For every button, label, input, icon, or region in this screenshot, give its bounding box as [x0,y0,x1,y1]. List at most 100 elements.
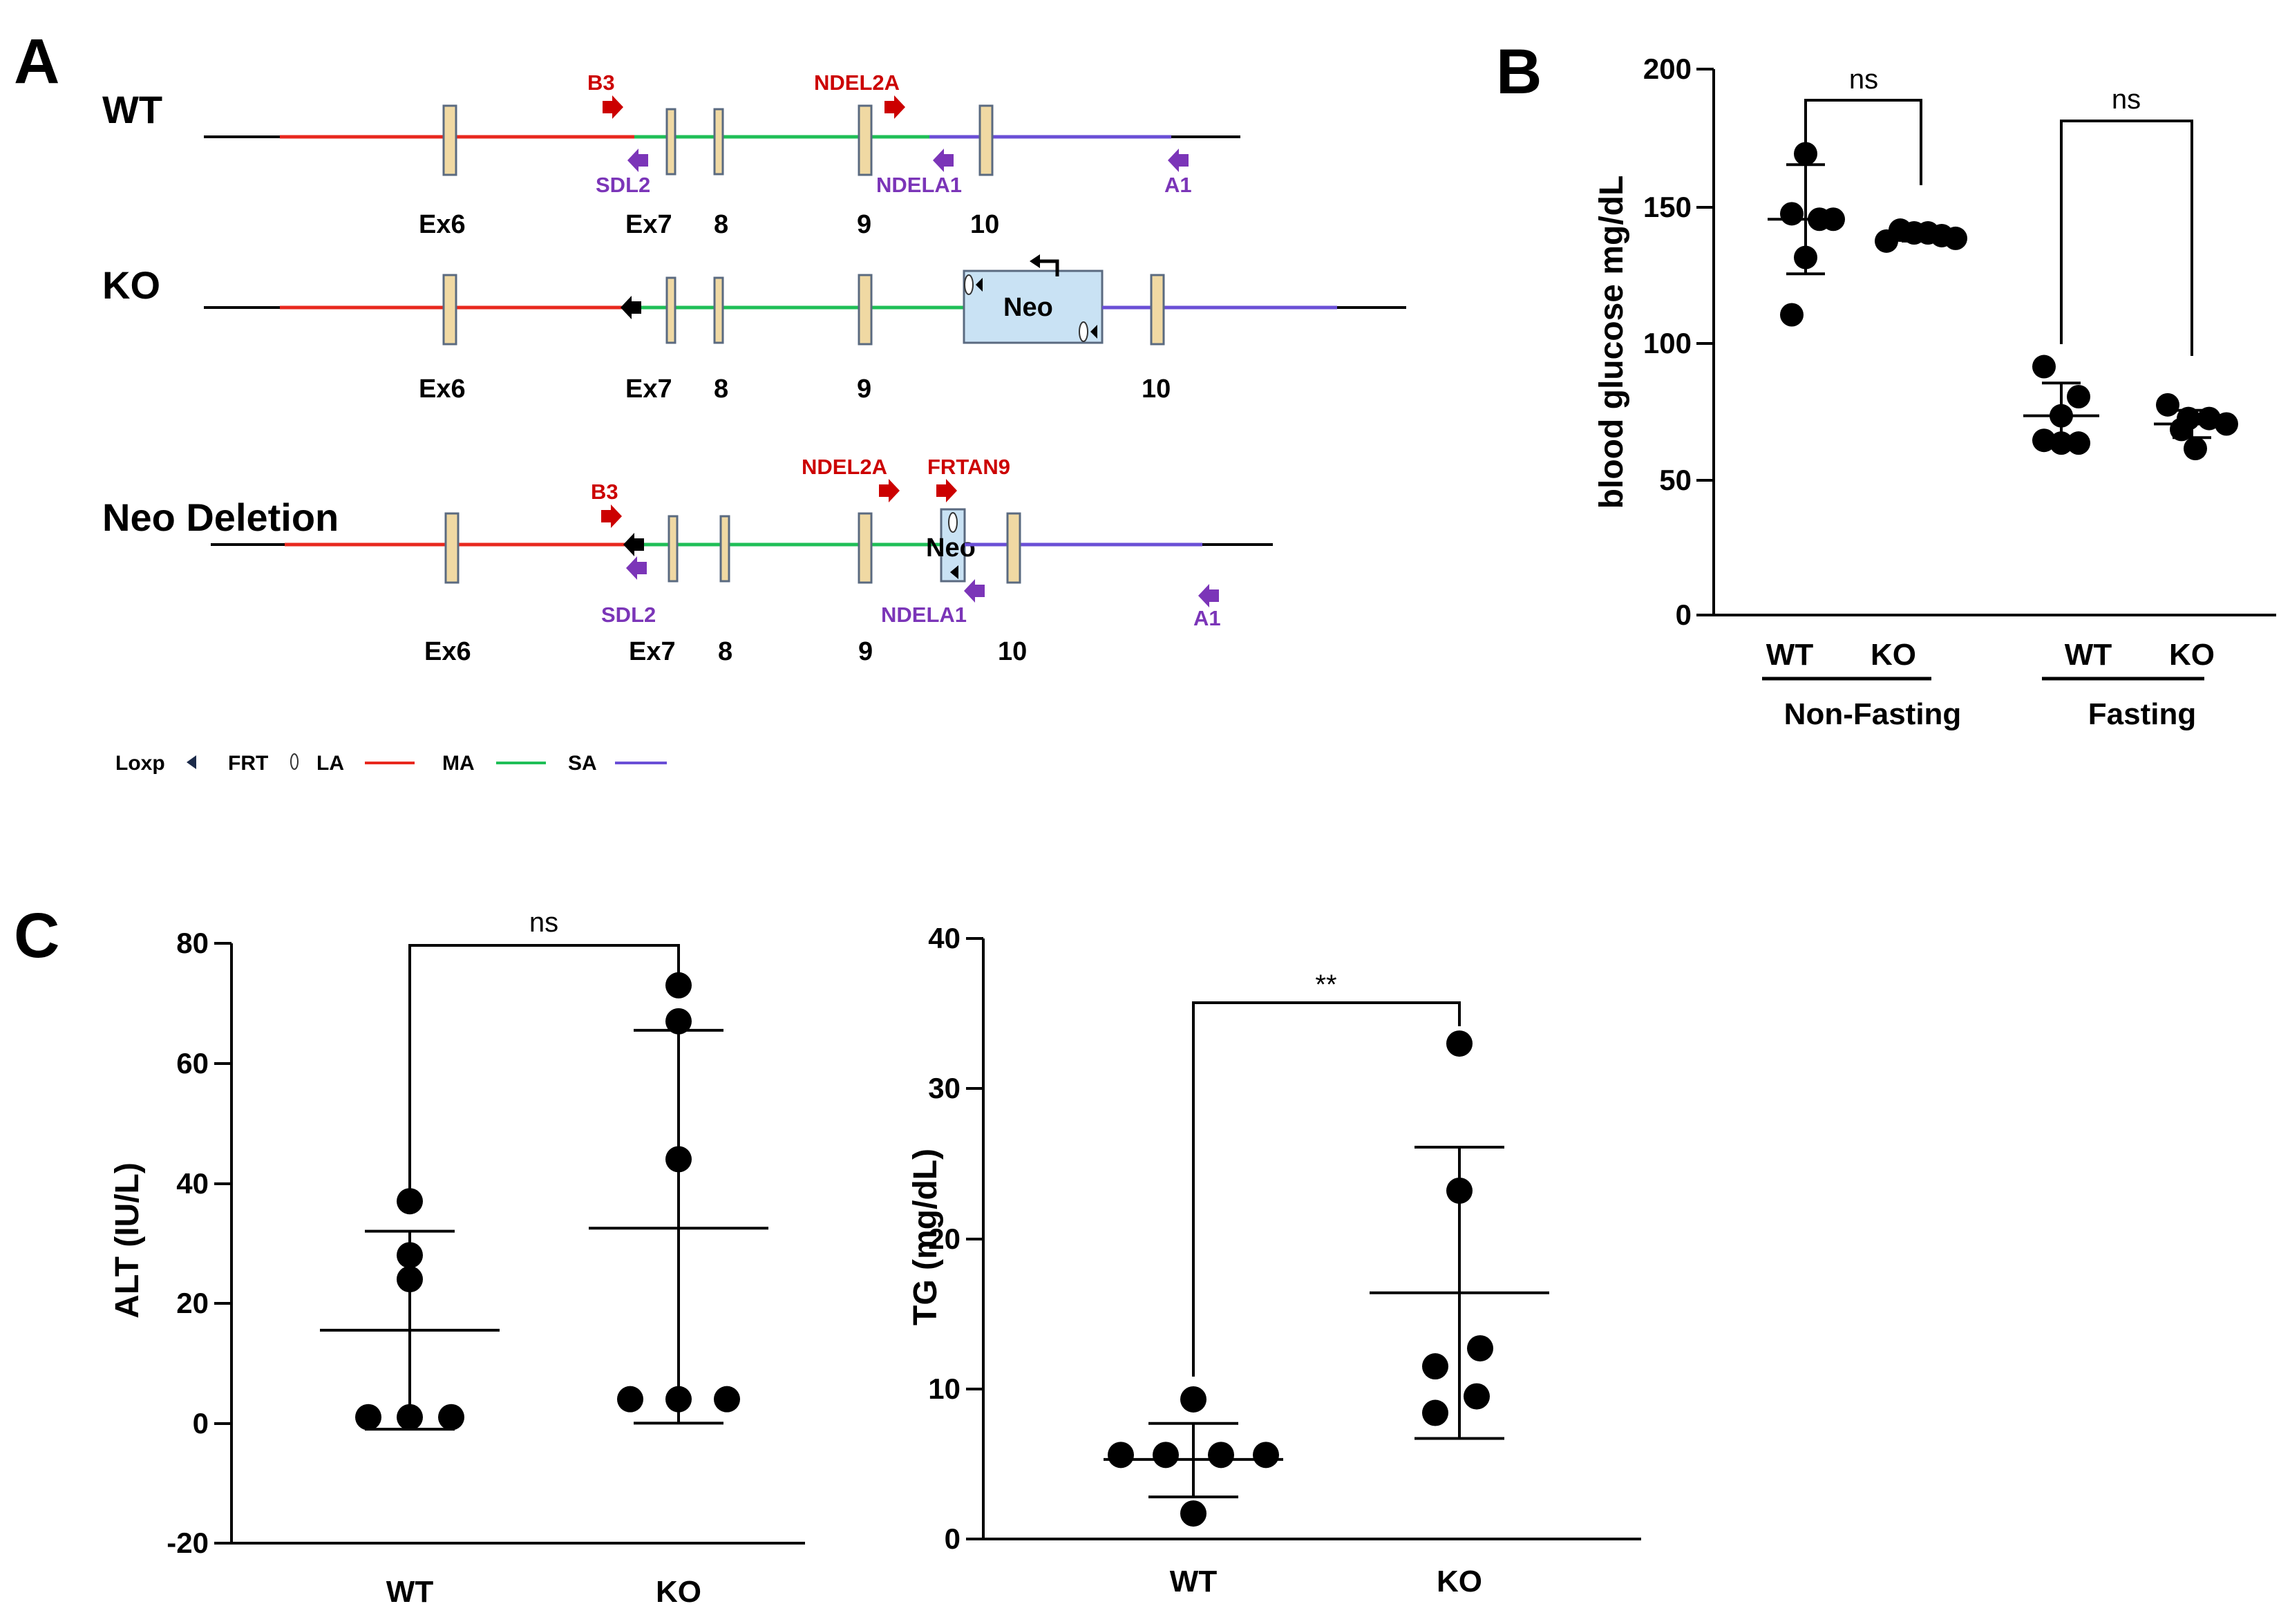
glucose-tick-label-3: 150 [1643,191,1692,223]
glucose-sig-nonfasting: ns [1849,64,1878,95]
row-label-ko: KO [102,263,160,307]
glucose-non-fasting-wt-point [1780,303,1804,327]
wt-primer-b3-arrow [603,95,623,119]
alt-ko-point [714,1386,740,1413]
wt-primer-b3: B3 [587,70,615,95]
del-primer-ndela1-arrow [964,579,985,603]
tg-wt-point [1153,1442,1179,1469]
alt-sig: ns [529,907,558,938]
ko-label-9: 9 [857,375,871,404]
alt-cat-wt: WT [386,1575,434,1609]
del-exon-9 [858,512,873,584]
panel-label-a: A [14,26,59,97]
del-label-10: 10 [998,637,1027,666]
glucose-fasting-ko-point [2170,417,2193,442]
del-primer-a1: A1 [1193,606,1221,630]
chart-blood-glucose: 0 50 100 150 200 blood glucose mg/dL ns … [1593,53,2276,731]
glucose-fasting-ko-point [2156,393,2179,417]
glucose-non-fasting-ko-point [1944,226,1967,250]
glucose-fasting-wt-point [2032,355,2056,379]
ko-label-8: 8 [714,375,728,404]
del-primer-a1-arrow [1198,584,1219,607]
glucose-non-fasting-wt-point [1780,202,1804,226]
ko-exon-8 [713,276,724,344]
alt-ko-point [617,1386,643,1413]
legend-frt-label: FRT [228,752,268,775]
tg-wt-point [1253,1442,1279,1469]
glucose-fasting-wt-point [2067,431,2090,455]
del-primer-ndel2a: NDEL2A [802,455,887,479]
ko-loxp-arrow [621,296,641,319]
alt-tick-label-4: 60 [176,1047,209,1079]
del-exon-6 [444,512,460,584]
gene-diagram: WT B3 NDEL2A SDL2 NDELA1 A1 Ex6 Ex7 8 9 … [102,70,1406,775]
ko-label-10: 10 [1142,375,1171,404]
alt-tick-label-1: 0 [193,1407,209,1439]
glucose-group-nonfasting: Non-Fasting [1784,697,1962,731]
ko-frt-site-1 [964,274,974,295]
del-primer-b3-arrow [601,504,622,528]
wt-primer-a1: A1 [1164,173,1192,197]
glucose-tick-label-1: 50 [1659,464,1692,496]
row-label-wt: WT [102,88,162,131]
wt-primer-ndel2a-arrow [884,95,905,119]
tg-ko-point [1422,1353,1448,1380]
ko-promoter-arrow [1040,259,1059,276]
tg-series-ko [1370,1030,1549,1440]
glucose-fasting-ko-point [2184,437,2207,461]
glucose-tick-label-2: 100 [1643,327,1692,359]
glucose-bracket-fasting [2060,120,2193,356]
tg-y-ticks: 0 10 20 30 40 [928,922,983,1555]
wt-exon-6 [442,104,457,176]
wt-primer-ndela1-arrow [933,149,954,172]
alt-ko-point [665,1386,692,1413]
del-label-9: 9 [858,637,873,666]
wt-label-10: 10 [970,210,999,239]
legend-frt-symbol [290,753,299,770]
ko-exon-10 [1150,274,1165,346]
del-exon-7 [668,515,679,583]
glucose-cat-fasting-ko: KO [2169,638,2215,672]
alt-tick-label-0: -20 [167,1527,209,1559]
del-primer-frtan9-arrow [936,479,957,502]
alt-wt-point [438,1404,464,1431]
legend-la-label: LA [316,752,344,775]
tg-wt-point [1180,1500,1206,1527]
tg-tick-label-0: 0 [945,1522,961,1555]
glucose-fasting-wt-point [2050,404,2073,428]
ko-loxp-site-2 [1090,325,1097,339]
alt-wt-point [355,1404,381,1431]
wt-primer-a1-arrow [1168,149,1189,172]
alt-cat-ko: KO [656,1575,701,1609]
glucose-sig-fasting: ns [2112,84,2141,115]
alt-ko-point [665,1146,692,1173]
alt-series-wt [320,1188,500,1431]
alt-series-ko [589,972,768,1425]
chart-alt: -20 0 20 40 60 80 ALT (IU/L) ns WT KO [109,907,805,1609]
glucose-y-ticks: 0 50 100 150 200 [1643,53,1714,631]
del-loxp-arrow [623,533,644,556]
alt-y-axis-title: ALT (IU/L) [109,1162,146,1319]
wt-label-ex6: Ex6 [419,210,466,239]
glucose-series-nonfasting-ko [1875,218,1967,253]
ko-neo-label: Neo [1003,293,1053,322]
tg-y-axis-title: TG (mg/dL) [907,1149,944,1325]
panel-label-b: B [1496,37,1542,107]
ko-exon-6 [442,274,457,346]
del-primer-b3: B3 [591,480,618,504]
alt-tick-label-2: 20 [176,1287,209,1319]
alt-tick-label-5: 80 [176,927,209,959]
tg-tick-label-4: 40 [928,922,961,954]
del-label-ex6: Ex6 [424,637,471,666]
wt-exon-10 [978,104,994,176]
tg-wt-point [1208,1442,1234,1469]
glucose-group-fasting: Fasting [2088,697,2196,731]
tg-wt-point [1108,1442,1134,1469]
glucose-bracket-nonfasting [1804,99,1922,197]
legend-sa-label: SA [568,752,597,775]
tg-ko-point [1446,1177,1473,1204]
row-label-neo-deletion: Neo Deletion [102,495,339,539]
legend-loxp-label: Loxp [115,752,165,775]
tg-cat-wt: WT [1170,1565,1218,1598]
